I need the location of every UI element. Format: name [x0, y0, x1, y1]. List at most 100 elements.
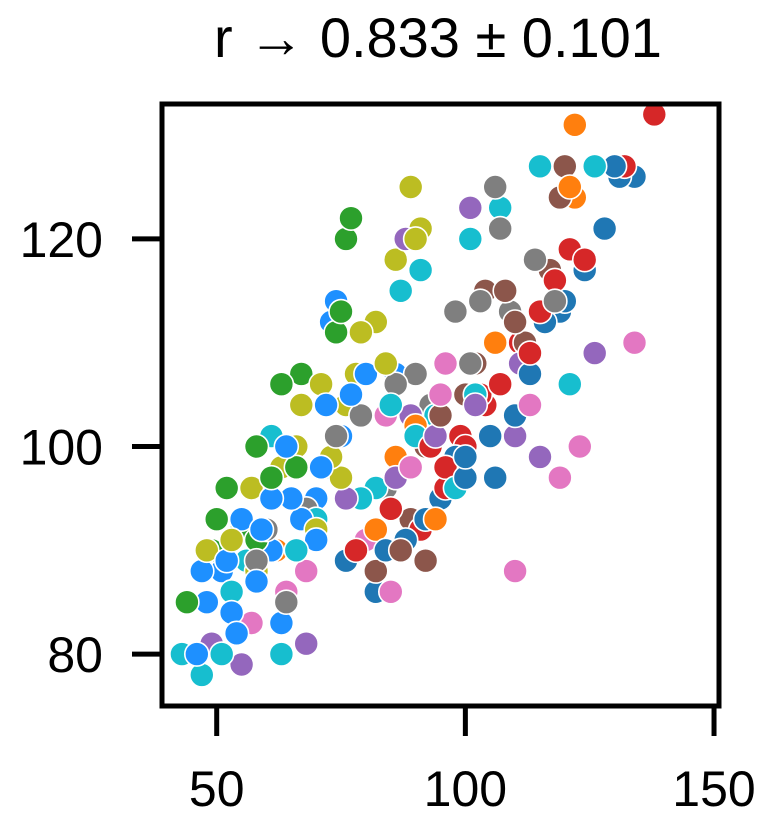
scatter-point-s4-4	[462, 392, 489, 418]
scatter-point-s10-5	[243, 568, 270, 595]
scatter-point-s9-2	[208, 641, 235, 667]
scatter-point-s6-5	[517, 392, 543, 418]
scatter-point-s2-8	[338, 205, 364, 231]
scatter-point-s8-2	[238, 475, 265, 501]
scatter-point-s9-1	[189, 662, 215, 688]
scatter-point-s7-0	[273, 589, 300, 616]
x-tick-label: 100	[424, 761, 507, 817]
scatter-point-s3-1	[377, 495, 404, 522]
x-tick-label: 150	[672, 761, 755, 817]
scatter-point-s6-14	[397, 454, 424, 481]
scatter-point-s1-4	[422, 506, 449, 533]
scatter-point-s9-20	[407, 257, 434, 283]
x-tick-label: 50	[189, 761, 245, 817]
scatter-point-s7-9	[482, 174, 509, 200]
x-axis: 50 100 150	[189, 706, 756, 817]
scatter-point-s6-11	[293, 558, 320, 584]
scatter-point-s5-2	[412, 547, 439, 574]
scatter-point-s2-10	[328, 298, 354, 325]
scatter-point-s2-14	[283, 454, 310, 481]
scatter-point-s0-13	[482, 464, 509, 491]
scatter-point-s2-3	[203, 506, 230, 533]
y-tick-label: 80	[47, 627, 103, 683]
scatter-point-s6-4	[621, 329, 648, 356]
scatter-point-s3-11	[571, 246, 598, 273]
scatter-point-s9-19	[387, 277, 414, 304]
plot-frame	[159, 101, 722, 709]
scatter-point-s7-7	[402, 361, 429, 387]
scatter-point-s10-7	[268, 610, 295, 636]
scatter-point-s7-17	[457, 350, 484, 377]
scatter-point-s8-11	[397, 174, 424, 200]
scatter-point-s1-1	[556, 174, 583, 200]
scatter-point-s9-21	[457, 226, 484, 252]
scatter-point-s2-2	[213, 475, 240, 501]
scatter-point-s3-0	[343, 537, 369, 564]
scatter-point-s10-12	[313, 392, 339, 418]
scatter-point-s5-7	[502, 309, 528, 335]
scatter-point-s6-13	[427, 381, 454, 408]
scatter-point-s6-1	[502, 558, 528, 584]
scatter-point-s7-11	[542, 288, 568, 315]
y-axis: 80 100 120	[20, 212, 162, 683]
scatter-point-s2-13	[258, 464, 285, 491]
scatter-point-s4-9	[581, 340, 608, 366]
y-tick-label: 120	[20, 212, 103, 268]
scatter-point-s5-0	[362, 558, 389, 584]
scatter-point-s3-17	[517, 340, 543, 366]
scatter-point-s0-14	[452, 444, 479, 470]
scatter-point-s1-7	[482, 329, 509, 356]
scatter-point-s4-11	[457, 195, 484, 221]
scatter-point-s6-0	[377, 578, 404, 605]
scatter-point-s8-0	[194, 537, 220, 564]
scatter-point-s8-10	[382, 246, 409, 273]
data-points	[169, 101, 668, 688]
scatter-point-s9-7	[283, 537, 310, 564]
scatter-point-s10-22	[248, 516, 275, 543]
scatter-point-s6-6	[432, 350, 459, 377]
scatter-point-s7-4	[348, 402, 374, 429]
scatter-point-s9-5	[268, 641, 295, 667]
scatter-point-s2-6	[268, 371, 295, 398]
scatter-point-s10-23	[213, 547, 240, 574]
scatter-point-s4-8	[527, 444, 553, 470]
scatter-point-s10-0	[184, 641, 210, 667]
scatter-point-s8-8	[348, 319, 374, 346]
scatter-point-s2-5	[243, 433, 270, 460]
scatter-point-s7-12	[522, 246, 548, 273]
scatter-point-s8-7	[328, 464, 354, 491]
scatter-point-s3-6	[487, 371, 514, 398]
scatter-point-s10-11	[308, 454, 334, 481]
scatter-point-s1-10	[362, 516, 389, 543]
chart-title: r → 0.833 ± 0.101	[214, 6, 662, 69]
scatter-point-s10-17	[353, 361, 379, 387]
scatter-point-s2-0	[174, 589, 200, 616]
scatter-point-s1-0	[561, 112, 588, 138]
scatter-point-s10-8	[273, 433, 300, 460]
y-tick-label: 100	[20, 420, 103, 476]
scatter-point-s10-19	[303, 527, 330, 553]
scatter-point-s5-15	[387, 537, 414, 564]
scatter-point-s10-4	[228, 506, 255, 533]
scatter-point-s3-14	[432, 454, 459, 481]
scatter-point-s8-12	[402, 226, 429, 252]
scatter-point-s0-9	[591, 215, 618, 242]
scatter-point-s4-2	[293, 630, 320, 657]
scatter-point-s6-3	[566, 433, 593, 460]
scatter-point-s2-7	[288, 361, 315, 387]
scatter-point-s6-2	[547, 464, 573, 491]
scatter-point-s8-5	[308, 371, 334, 398]
scatter-point-s7-14	[467, 288, 494, 315]
scatter-point-s9-18	[581, 153, 608, 180]
scatter-point-s10-25	[223, 620, 250, 647]
scatter-point-s0-4	[477, 423, 504, 449]
scatter-point-s10-16	[338, 381, 364, 408]
scatter-point-s9-17	[556, 371, 583, 398]
scatter-point-s8-4	[288, 392, 315, 418]
scatter-point-s7-13	[487, 215, 514, 242]
scatter-point-s7-8	[442, 298, 469, 325]
scatter-point-s9-10	[377, 392, 404, 418]
scatter-point-s8-1	[218, 527, 245, 553]
scatter-point-s8-9	[372, 350, 399, 377]
